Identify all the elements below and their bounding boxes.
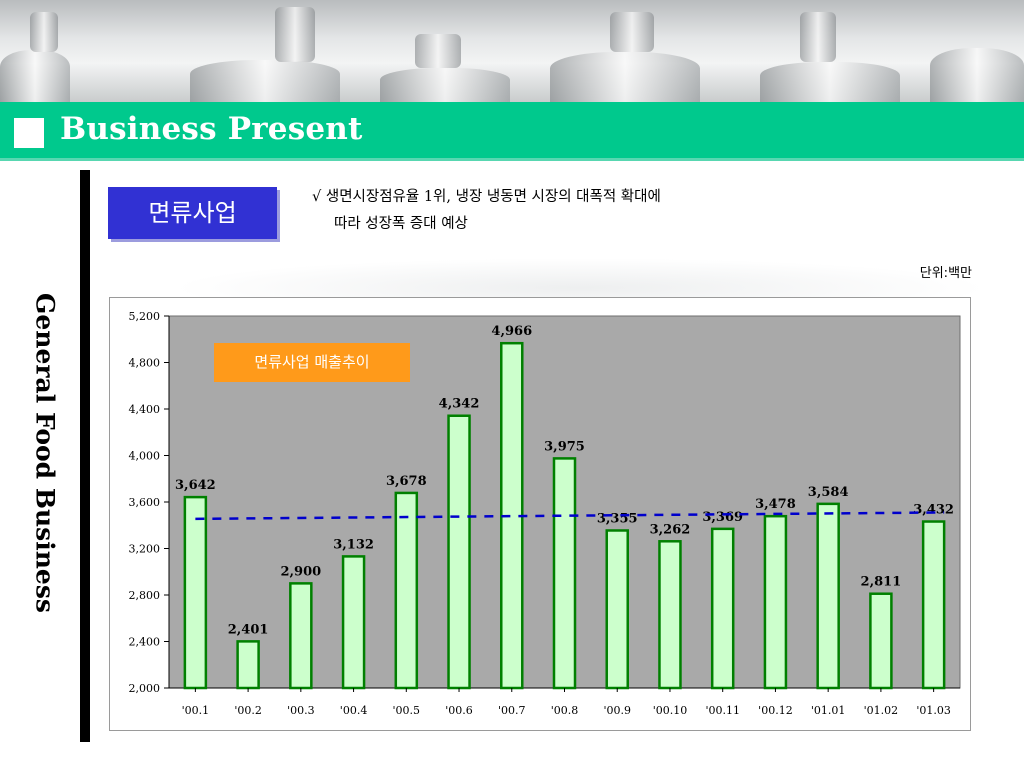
- bar: [816, 502, 840, 690]
- y-tick-label: 3,600: [129, 496, 161, 509]
- data-label: 3,432: [913, 503, 954, 518]
- side-divider-bar: [80, 170, 90, 742]
- side-title-text: General Food Business: [30, 293, 60, 613]
- y-tick-label: 4,800: [129, 357, 161, 370]
- trend-line: [195, 511, 945, 521]
- x-tick-label: '00.3: [287, 704, 315, 717]
- data-label: 3,584: [808, 485, 849, 500]
- data-label: 4,342: [439, 397, 480, 412]
- bottle-shape: [190, 60, 340, 102]
- x-tick-label: '00.2: [234, 704, 262, 717]
- bar: [341, 555, 366, 690]
- summary-note-line: √ 생면시장점유율 1위, 냉장 냉동면 시장의 대폭적 확대에: [312, 189, 661, 205]
- chart-frame: 2,000 2,400 2,800 3,200 3,600 4,000 4,400 4,800…: [109, 297, 971, 731]
- data-label: 3,262: [650, 522, 691, 537]
- bar: [763, 514, 788, 690]
- data-label: 2,811: [861, 575, 902, 590]
- bar: [869, 592, 893, 690]
- data-label: 4,966: [491, 324, 532, 339]
- page-title: Business Present: [60, 111, 363, 147]
- data-label: 2,401: [228, 622, 269, 637]
- y-tick-label: 5,200: [129, 310, 161, 323]
- bottle-shape: [0, 50, 70, 102]
- y-tick-label: 2,400: [129, 636, 161, 649]
- data-label: 3,975: [544, 439, 585, 454]
- x-tick-label: '00.6: [445, 704, 473, 717]
- bar-chart: 2,000 2,400 2,800 3,200 3,600 4,000 4,400 4,800…: [129, 310, 961, 717]
- bar: [921, 520, 946, 690]
- bottle-neck-shape: [610, 12, 654, 52]
- bottle-shape: [550, 52, 700, 102]
- bar: [289, 582, 313, 690]
- bottle-neck-shape: [30, 12, 58, 52]
- bottle-shape: [760, 62, 900, 102]
- x-tick-label: '01.02: [864, 704, 899, 717]
- bottle-neck-shape: [275, 7, 315, 62]
- bar: [552, 457, 577, 690]
- x-tick-label: '01.01: [811, 704, 846, 717]
- y-tick-label: 2,800: [129, 589, 161, 602]
- bottle-shape: [930, 48, 1024, 102]
- data-label: 3,369: [702, 510, 743, 525]
- data-label: 3,132: [333, 537, 374, 552]
- y-tick-label: 3,200: [129, 543, 161, 556]
- unit-label: 단위:백만: [919, 266, 972, 281]
- title-bar: Business Present: [0, 102, 1024, 158]
- data-label: 3,355: [597, 511, 638, 526]
- x-tick-label: '00.10: [653, 704, 688, 717]
- bottle-neck-shape: [415, 34, 461, 68]
- x-tick-label: '00.11: [705, 704, 740, 717]
- y-tick-label: 2,000: [129, 682, 161, 695]
- x-tick-label: '00.12: [758, 704, 793, 717]
- title-square-icon: [14, 118, 44, 148]
- chart-legend: 면류사업 매출추이: [214, 343, 410, 382]
- summary-note: √ 생면시장점유율 1위, 냉장 냉동면 시장의 대폭적 확대에 따라 성장폭 …: [312, 184, 872, 238]
- y-tick-label: 4,000: [129, 450, 161, 463]
- bar: [236, 640, 260, 690]
- data-label: 2,900: [280, 564, 321, 579]
- x-tick-label: '01.03: [916, 704, 951, 717]
- bar: [183, 495, 208, 690]
- data-label: 3,642: [175, 478, 216, 493]
- data-label: 3,478: [755, 497, 796, 512]
- x-tick-label: '00.5: [393, 704, 421, 717]
- bar: [710, 527, 735, 690]
- x-tick-label: '00.7: [498, 704, 526, 717]
- x-tick-label: '00.8: [551, 704, 579, 717]
- bottle-neck-shape: [800, 12, 836, 62]
- x-tick-label: '00.1: [182, 704, 210, 717]
- header-banner-image: [0, 0, 1024, 102]
- summary-note-line: 따라 성장폭 증대 예상: [334, 216, 468, 232]
- x-tick-label: '00.9: [603, 704, 631, 717]
- x-tick-label: '00.4: [340, 704, 368, 717]
- bar: [605, 529, 629, 690]
- bottle-shape: [380, 68, 510, 102]
- bar: [394, 491, 419, 690]
- data-label: 3,678: [386, 474, 427, 489]
- title-underline: [0, 158, 1024, 161]
- bar: [447, 414, 471, 690]
- bar: [658, 540, 682, 690]
- y-tick-label: 4,400: [129, 403, 161, 416]
- section-badge: 면류사업: [108, 187, 277, 239]
